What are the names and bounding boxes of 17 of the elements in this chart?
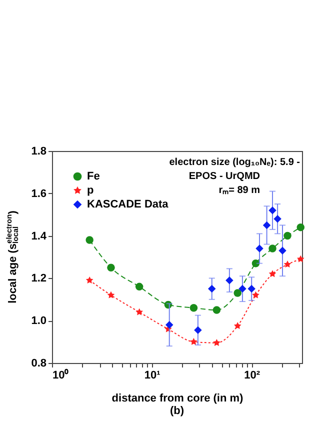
x-tick-label: 10⁰ <box>52 368 69 382</box>
y-tick-label: 0.8 <box>31 358 46 370</box>
legend-label: Fe <box>87 170 100 182</box>
x-tick-label: 10² <box>244 370 260 382</box>
y-tick-label: 1.8 <box>31 146 46 158</box>
legend-label: KASCADE Data <box>87 198 170 210</box>
annotation: electron size (log₁₀Nₑ): 5.9 - <box>169 157 300 168</box>
annotation: EPOS - UrQMD <box>188 171 260 182</box>
y-tick-label: 1.2 <box>31 272 46 285</box>
legend-label: p <box>87 184 94 196</box>
y-tick-label: 1.0 <box>31 315 46 328</box>
y-tick-label: 1.4 <box>31 230 48 242</box>
annotation: rₘ= 89 m <box>218 185 260 196</box>
x-axis-title: distance from core (in m) <box>112 392 244 404</box>
x-tick-label: 10¹ <box>144 370 161 382</box>
text: (b) <box>170 405 184 417</box>
y-tick-label: 1.6 <box>31 188 46 200</box>
